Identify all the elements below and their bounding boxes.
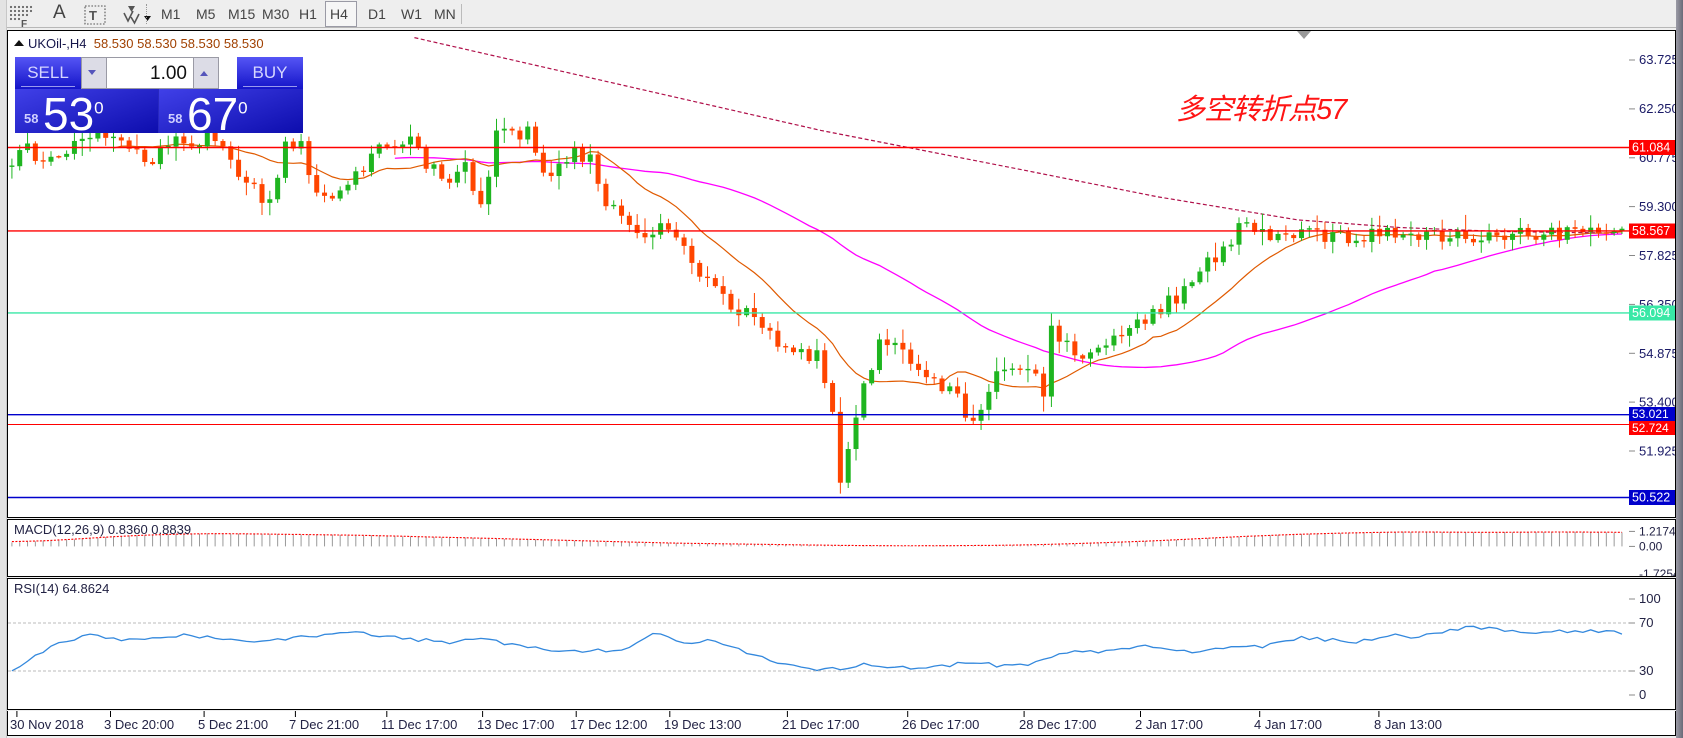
svg-text:63.725: 63.725 bbox=[1639, 52, 1676, 67]
svg-text:59.300: 59.300 bbox=[1639, 199, 1676, 214]
svg-text:56.350: 56.350 bbox=[1639, 297, 1676, 312]
svg-text:0.00: 0.00 bbox=[1639, 540, 1663, 554]
svg-text:57.825: 57.825 bbox=[1639, 248, 1676, 263]
svg-text:58.567: 58.567 bbox=[1632, 224, 1670, 238]
svg-text:0: 0 bbox=[1639, 687, 1646, 702]
svg-text:51.925: 51.925 bbox=[1639, 444, 1676, 459]
svg-text:61.084: 61.084 bbox=[1632, 141, 1670, 155]
svg-text:1.2174: 1.2174 bbox=[1639, 525, 1676, 539]
svg-text:56.094: 56.094 bbox=[1632, 306, 1670, 320]
svg-text:100: 100 bbox=[1639, 591, 1661, 606]
svg-text:53.400: 53.400 bbox=[1639, 395, 1676, 410]
svg-text:60.775: 60.775 bbox=[1639, 150, 1676, 165]
svg-text:54.875: 54.875 bbox=[1639, 346, 1676, 361]
svg-text:53.021: 53.021 bbox=[1632, 407, 1669, 421]
svg-text:52.724: 52.724 bbox=[1632, 421, 1669, 435]
svg-text:70: 70 bbox=[1639, 615, 1653, 630]
svg-text:30: 30 bbox=[1639, 663, 1653, 678]
svg-text:62.250: 62.250 bbox=[1639, 101, 1676, 116]
svg-text:50.522: 50.522 bbox=[1632, 491, 1670, 505]
svg-text:-1.7254: -1.7254 bbox=[1639, 567, 1676, 577]
